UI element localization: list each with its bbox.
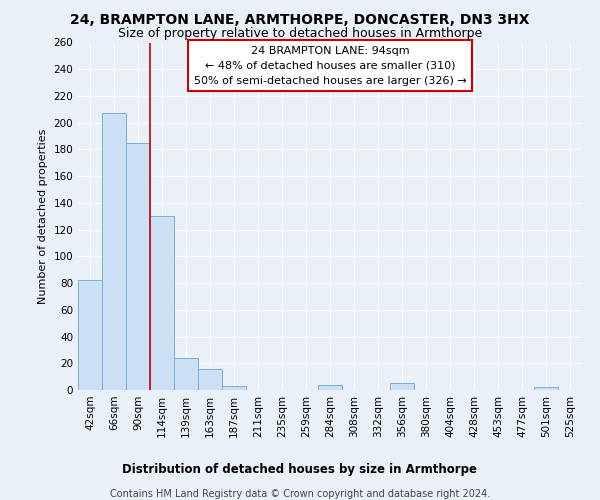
Bar (390, 384, 414, 390)
Bar (126, 142, 150, 390)
Bar (78, 280, 102, 390)
Text: 24, BRAMPTON LANE, ARMTHORPE, DONCASTER, DN3 3HX: 24, BRAMPTON LANE, ARMTHORPE, DONCASTER,… (70, 12, 530, 26)
Bar (534, 388, 558, 390)
Y-axis label: Number of detached properties: Number of detached properties (38, 128, 48, 304)
Bar (318, 384, 342, 390)
Bar (102, 114, 126, 390)
Text: Size of property relative to detached houses in Armthorpe: Size of property relative to detached ho… (118, 28, 482, 40)
Text: Distribution of detached houses by size in Armthorpe: Distribution of detached houses by size … (122, 462, 478, 475)
Bar (198, 368, 222, 390)
Text: 24 BRAMPTON LANE: 94sqm
← 48% of detached houses are smaller (310)
50% of semi-d: 24 BRAMPTON LANE: 94sqm ← 48% of detache… (194, 46, 466, 86)
Bar (150, 216, 174, 390)
Text: Contains HM Land Registry data © Crown copyright and database right 2024.
Contai: Contains HM Land Registry data © Crown c… (88, 489, 512, 500)
Bar (222, 386, 246, 390)
Bar (174, 358, 198, 390)
